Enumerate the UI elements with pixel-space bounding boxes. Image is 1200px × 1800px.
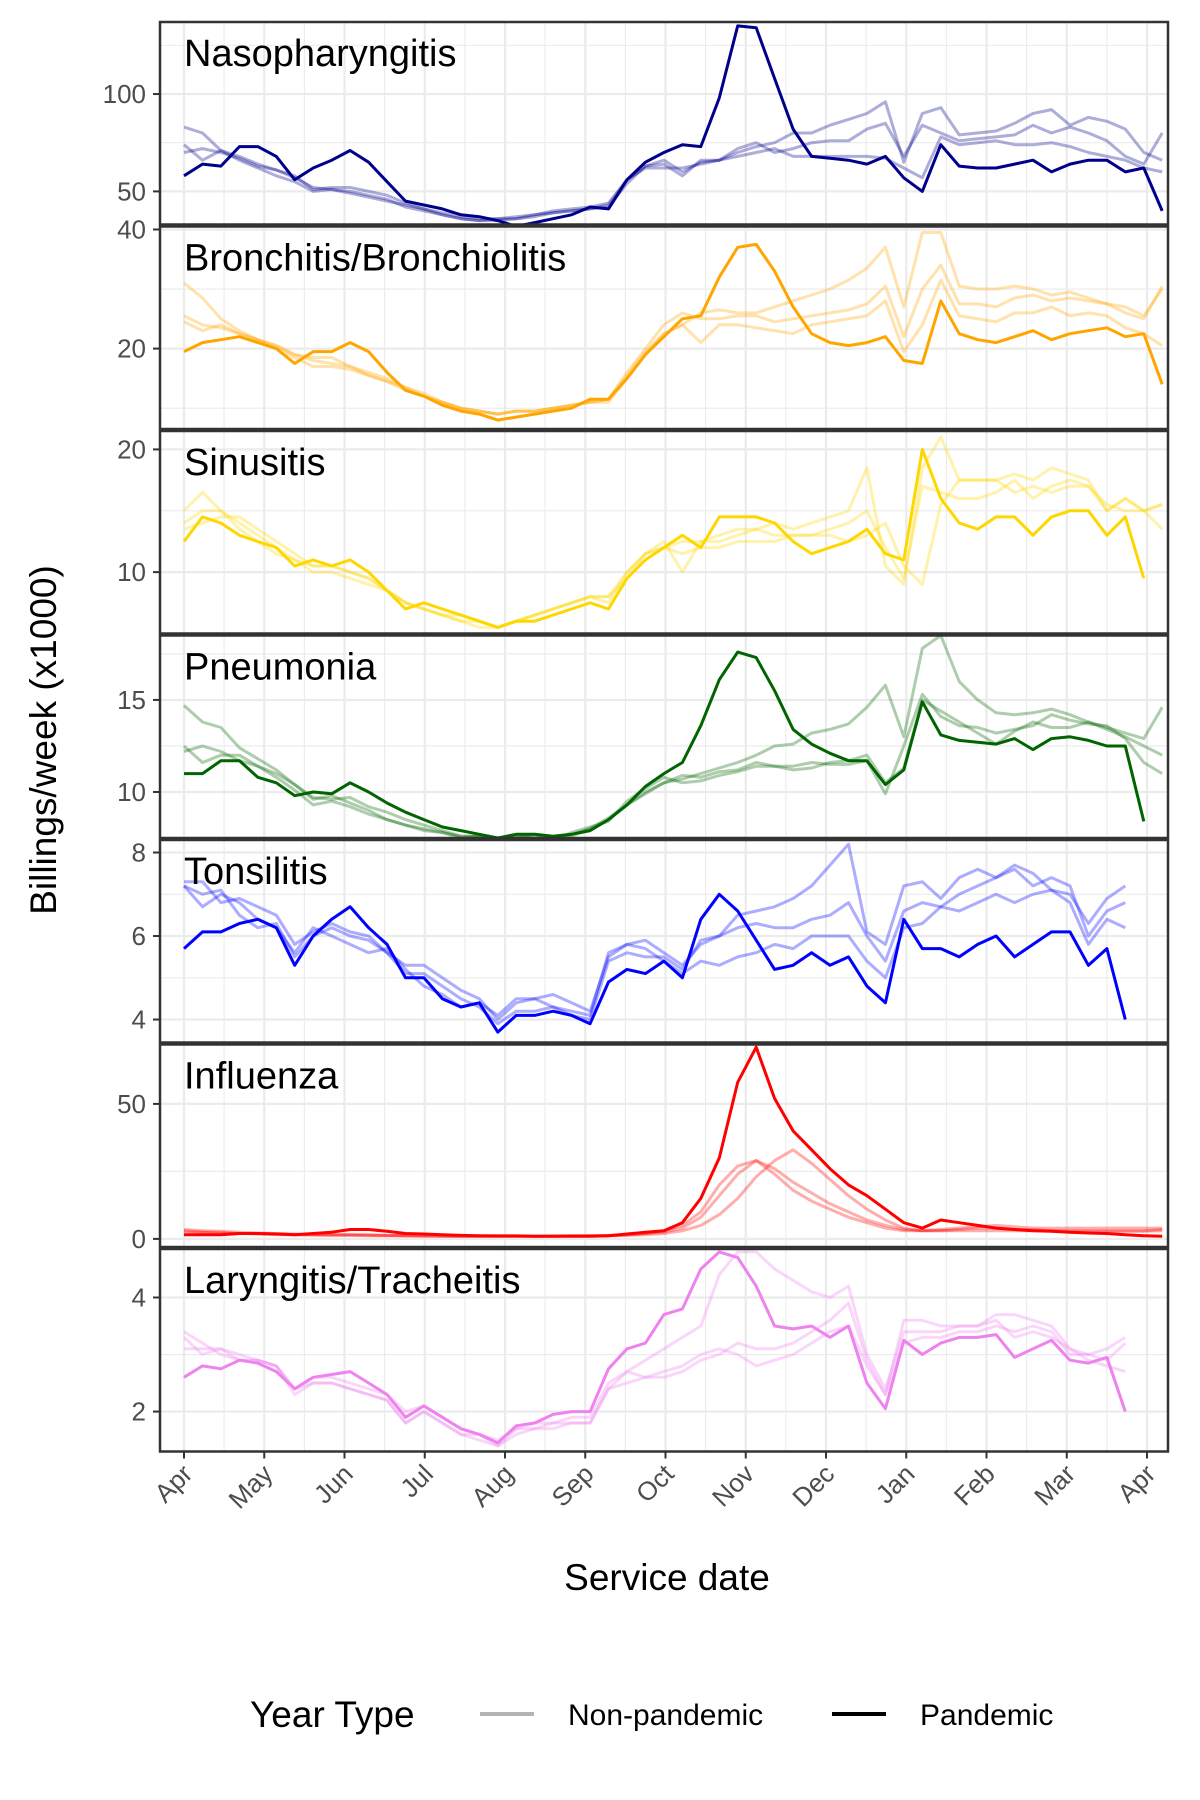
panel-background bbox=[160, 635, 1168, 838]
panel-laryngitis-tracheitis: 2 4 Laryngitis/Tracheitis bbox=[132, 1247, 1170, 1453]
panel-title: Pneumonia bbox=[184, 647, 377, 689]
panel-pneumonia: 10 15 Pneumonia bbox=[117, 634, 1170, 840]
panel-title: Nasopharyngitis bbox=[184, 33, 456, 75]
series-lines bbox=[183, 1045, 1163, 1238]
panel-background bbox=[160, 1249, 1168, 1452]
y-tick-label: 50 bbox=[117, 1089, 146, 1119]
series-line-pandemic bbox=[183, 24, 1164, 225]
y-tick-label: 8 bbox=[132, 838, 146, 868]
y-tick-label: 4 bbox=[132, 1005, 146, 1035]
series-line-non-pandemic-2 bbox=[183, 100, 1163, 223]
series-line-non-pandemic-3 bbox=[183, 478, 1163, 629]
panel-title: Bronchitis/Bronchiolitis bbox=[184, 238, 566, 280]
series-lines bbox=[183, 231, 1164, 422]
series-line-non-pandemic-1 bbox=[183, 692, 1163, 838]
panel-tonsilitis: 4 6 8 Tonsilitis bbox=[132, 838, 1170, 1044]
series-line-non-pandemic-2 bbox=[183, 1301, 1126, 1442]
panel-border bbox=[158, 1247, 1170, 1453]
series-line-pandemic bbox=[184, 1045, 1163, 1238]
legend-label-pandemic: Pandemic bbox=[920, 1699, 1053, 1732]
series-lines bbox=[183, 635, 1164, 838]
panel-title: Sinusitis bbox=[184, 442, 326, 484]
y-tick-label: 4 bbox=[132, 1282, 146, 1312]
y-tick-label: 0 bbox=[132, 1224, 146, 1254]
y-tick-label: 50 bbox=[117, 176, 146, 206]
y-tick-label: 10 bbox=[117, 557, 146, 587]
panel-border bbox=[158, 225, 1170, 431]
y-tick-label: 6 bbox=[132, 921, 146, 951]
legend-label-non-pandemic: Non-pandemic bbox=[568, 1699, 763, 1732]
series-line-non-pandemic-3 bbox=[183, 263, 1164, 416]
y-tick-label: 40 bbox=[117, 214, 146, 244]
series-line-non-pandemic-3 bbox=[184, 1324, 1127, 1448]
panel-title: Laryngitis/Tracheitis bbox=[184, 1260, 521, 1302]
panel-nasopharyngitis: 50 100 Nasopharyngitis bbox=[103, 20, 1170, 226]
series-line-non-pandemic-1 bbox=[183, 135, 1163, 221]
y-tick-label: 15 bbox=[117, 685, 146, 715]
series-line-pandemic bbox=[182, 892, 1127, 1034]
series-line-non-pandemic-1 bbox=[183, 478, 1164, 629]
series-line-pandemic bbox=[183, 242, 1164, 422]
y-tick-label: 2 bbox=[132, 1397, 146, 1427]
series-lines bbox=[182, 1250, 1127, 1448]
y-tick-label: 20 bbox=[117, 434, 146, 464]
series-line-non-pandemic-3 bbox=[184, 1148, 1163, 1238]
legend-title: Year Type bbox=[250, 1694, 415, 1735]
series-line-pandemic bbox=[183, 1250, 1127, 1445]
facet-panels: 50100Nasopharyngitis2040Bronchitis/Bronc… bbox=[103, 20, 1170, 1453]
y-tick-label: 10 bbox=[117, 777, 146, 807]
x-axis-title: Service date bbox=[564, 1557, 770, 1598]
legend: Year Type Non-pandemic Pandemic bbox=[250, 1694, 1053, 1735]
y-tick-label: 20 bbox=[117, 334, 146, 364]
series-line-non-pandemic-3 bbox=[184, 842, 1127, 1021]
y-tick-label: 100 bbox=[103, 79, 146, 109]
panel-border bbox=[158, 1043, 1170, 1249]
panel-background bbox=[160, 226, 1168, 429]
series-line-pandemic bbox=[182, 447, 1146, 629]
series-lines bbox=[183, 24, 1164, 225]
series-line-non-pandemic-1 bbox=[182, 1250, 1127, 1448]
panel-border bbox=[158, 429, 1170, 635]
panel-border bbox=[158, 20, 1170, 226]
series-line-non-pandemic-1 bbox=[183, 884, 1126, 1026]
panel-influenza: 0 50 Influenza bbox=[117, 1043, 1170, 1254]
series-line-pandemic bbox=[184, 650, 1146, 838]
series-line-non-pandemic-3 bbox=[183, 121, 1164, 223]
series-line-non-pandemic-2 bbox=[182, 435, 1163, 629]
series-line-non-pandemic-2 bbox=[183, 635, 1164, 838]
panel-bronchitis-bronchiolitis: 20 40 Bronchitis/Bronchiolitis bbox=[117, 214, 1170, 431]
series-line-non-pandemic-2 bbox=[182, 867, 1126, 1017]
panel-background bbox=[160, 1044, 1168, 1247]
series-lines bbox=[182, 435, 1164, 629]
panel-border bbox=[158, 634, 1170, 840]
panel-title: Tonsilitis bbox=[184, 851, 328, 893]
panel-border bbox=[158, 838, 1170, 1044]
y-axis-title: Billings/week (x1000) bbox=[23, 565, 64, 915]
panel-sinusitis: 10 20 Sinusitis bbox=[117, 429, 1170, 635]
panel-title: Influenza bbox=[184, 1056, 339, 1098]
series-lines bbox=[182, 842, 1127, 1034]
panel-background bbox=[160, 431, 1168, 634]
